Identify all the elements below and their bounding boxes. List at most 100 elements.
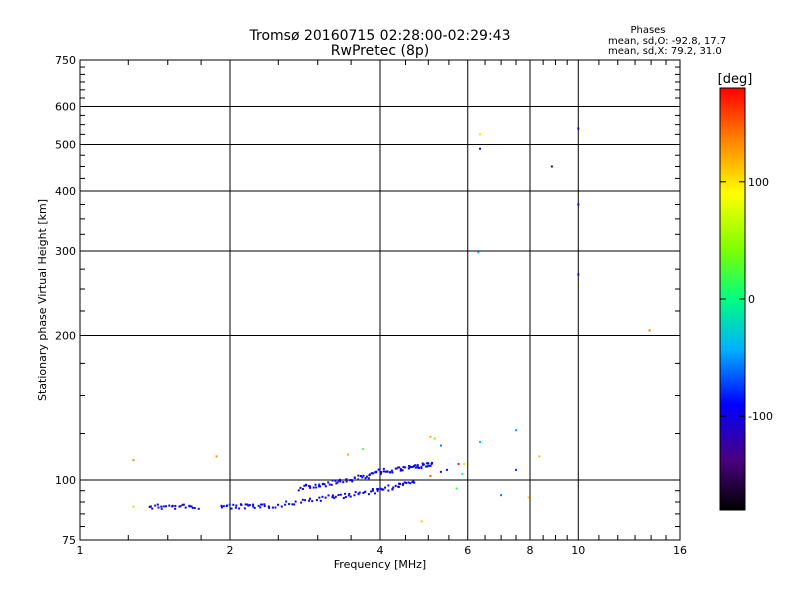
trace-point xyxy=(154,504,157,507)
trace-point xyxy=(246,503,249,506)
trace-point xyxy=(345,480,348,483)
trace-point xyxy=(364,477,367,480)
trace-point xyxy=(331,495,334,498)
echo-point xyxy=(445,468,448,471)
trace-point xyxy=(160,505,163,508)
trace-point xyxy=(403,481,406,484)
trace-point xyxy=(267,505,270,508)
trace-point xyxy=(418,466,421,469)
trace-point xyxy=(339,480,342,483)
echo-point xyxy=(429,474,432,477)
trace-point xyxy=(416,465,419,468)
trace-point xyxy=(357,474,360,477)
trace-point xyxy=(314,483,317,486)
trace-point xyxy=(358,491,361,494)
trace-point xyxy=(301,498,304,501)
echo-point xyxy=(577,127,580,130)
trace-point xyxy=(220,506,223,509)
trace-point xyxy=(427,462,430,465)
trace-point xyxy=(184,506,187,509)
echo-point xyxy=(429,435,432,438)
echo-point xyxy=(527,496,530,499)
trace-point xyxy=(334,495,337,498)
trace-point xyxy=(422,463,425,466)
x-tick-label: 10 xyxy=(571,544,585,557)
y-tick-label: 500 xyxy=(55,139,76,152)
trace-point xyxy=(348,492,351,495)
trace-point xyxy=(294,500,297,503)
trace-point xyxy=(359,475,362,478)
trace-point xyxy=(354,491,357,494)
trace-point xyxy=(168,504,171,507)
trace-point xyxy=(321,483,324,486)
echo-point xyxy=(457,462,460,465)
trace-point xyxy=(361,476,364,479)
trace-point xyxy=(380,471,383,474)
trace-point xyxy=(308,485,311,488)
trace-point xyxy=(263,503,266,506)
trace-point xyxy=(349,495,352,498)
trace-point xyxy=(413,481,416,484)
trace-point xyxy=(372,472,375,475)
trace-point xyxy=(353,494,356,497)
echo-point xyxy=(577,203,580,206)
x-axis-label: Frequency [MHz] xyxy=(334,558,426,571)
trace-point xyxy=(429,464,432,467)
trace-point xyxy=(157,506,160,509)
trace-point xyxy=(368,473,371,476)
trace-point xyxy=(315,486,318,489)
colorbar-tick-label: -100 xyxy=(748,410,773,423)
trace-point xyxy=(308,497,311,500)
trace-point xyxy=(379,487,382,490)
trace-point xyxy=(315,499,318,502)
trace-point xyxy=(389,471,392,474)
trace-point xyxy=(244,503,247,506)
stats-line-o: mean, sd,O: -92.8, 17.7 xyxy=(608,36,726,47)
trace-point xyxy=(364,490,367,493)
trace-point xyxy=(371,488,374,491)
trace-point xyxy=(324,496,327,499)
trace-point xyxy=(280,505,283,508)
trace-point xyxy=(416,466,419,469)
trace-point xyxy=(178,505,181,508)
echo-point xyxy=(433,437,436,440)
colorbar-tick-label: 0 xyxy=(748,293,755,306)
trace-point xyxy=(318,483,321,486)
y-tick-label: 75 xyxy=(62,534,76,547)
trace-point xyxy=(222,505,225,508)
echo-point xyxy=(515,429,518,432)
trace-point xyxy=(193,507,196,510)
y-tick-label: 300 xyxy=(55,245,76,258)
trace-point xyxy=(375,471,378,474)
trace-point xyxy=(285,500,288,503)
trace-point xyxy=(335,482,338,485)
trace-point xyxy=(425,462,428,465)
trace-point xyxy=(323,483,326,486)
trace-point xyxy=(410,466,413,469)
trace-point xyxy=(426,465,429,468)
trace-point xyxy=(239,503,242,506)
trace-point xyxy=(309,486,312,489)
trace-point xyxy=(373,492,376,495)
echo-point xyxy=(515,468,518,471)
trace-point xyxy=(238,507,241,510)
trace-point xyxy=(362,474,365,477)
trace-point xyxy=(288,503,291,506)
trace-point xyxy=(299,486,302,489)
trace-point xyxy=(291,503,294,506)
trace-point xyxy=(382,488,385,491)
trace-point xyxy=(382,467,385,470)
echo-point xyxy=(346,453,349,456)
trace-point xyxy=(151,507,154,510)
o-trace xyxy=(148,461,434,510)
trace-point xyxy=(301,487,304,490)
trace-point xyxy=(351,480,354,483)
trace-point xyxy=(319,485,322,488)
trace-point xyxy=(376,489,379,492)
data-points xyxy=(132,127,651,523)
echo-point xyxy=(479,147,482,150)
trace-point xyxy=(263,505,266,508)
trace-point xyxy=(274,506,277,509)
trace-point xyxy=(308,499,311,502)
trace-point xyxy=(430,462,433,465)
